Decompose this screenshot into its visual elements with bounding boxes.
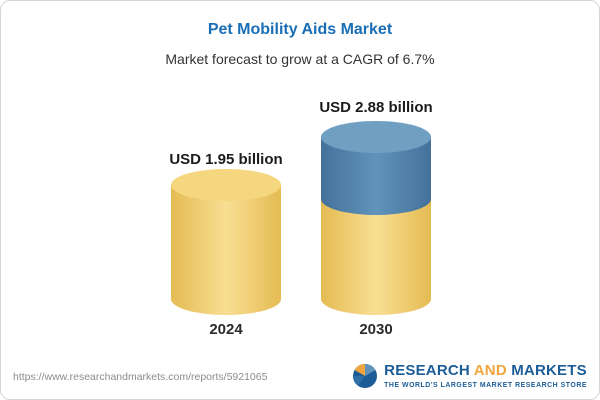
logo-word-and: AND <box>473 362 507 380</box>
logo-text: RESEARCH AND MARKETS THE WORLD'S LARGEST… <box>384 363 587 389</box>
logo-mark-icon <box>353 364 378 388</box>
chart-title: Pet Mobility Aids Market <box>207 21 393 38</box>
value-label-2024: USD 1.95 billion <box>169 151 283 168</box>
chart-subtitle: Market forecast to grow at a CAGR of 6.7… <box>165 51 435 67</box>
research-and-markets-logo: RESEARCH AND MARKETS THE WORLD'S LARGEST… <box>352 363 587 389</box>
value-label-2030: USD 2.88 billion <box>319 99 433 116</box>
source-url: https://www.researchandmarkets.com/repor… <box>13 371 268 383</box>
logo-wordmark: RESEARCH AND MARKETS <box>384 363 587 380</box>
category-label-2024: 2024 <box>209 321 243 338</box>
logo-word-research: RESEARCH <box>384 362 470 380</box>
category-label-2030: 2030 <box>359 321 393 338</box>
cylinder-bar-2024 <box>171 169 281 315</box>
logo-word-markets: MARKETS <box>511 362 587 380</box>
cylinder-bar-2030 <box>321 121 431 315</box>
logo-tagline: THE WORLD'S LARGEST MARKET RESEARCH STOR… <box>384 381 587 389</box>
